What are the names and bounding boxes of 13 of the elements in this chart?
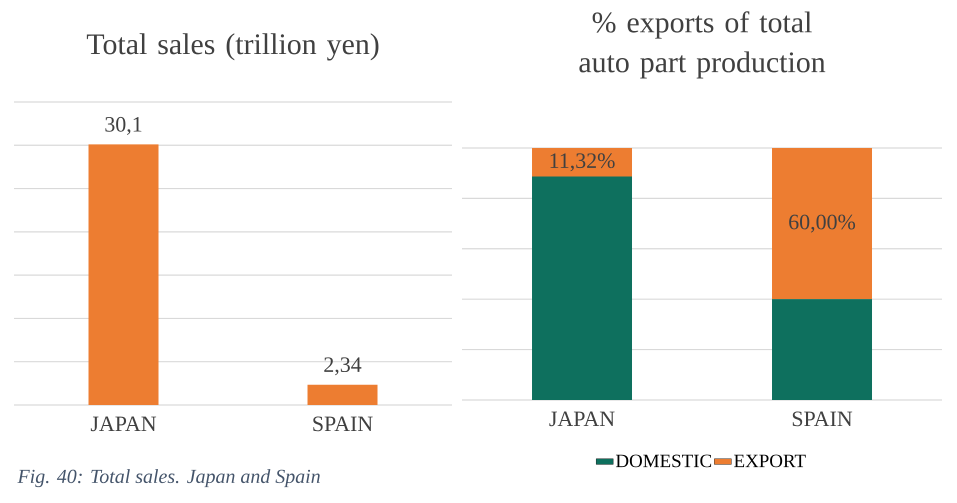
data-label: 2,34 bbox=[324, 357, 362, 376]
caption: Fig. 40: Total sales. Japan and Spain bbox=[17, 469, 320, 488]
x-tick-label: JAPAN bbox=[549, 412, 615, 426]
data-label: 60,00% bbox=[789, 214, 856, 233]
chart-title: % exports of total auto part production bbox=[579, 11, 826, 78]
legend-label: DOMESTIC bbox=[616, 454, 712, 468]
x-tick-label: JAPAN bbox=[90, 416, 156, 432]
chart-title: Total sales (trillion yen) bbox=[86, 33, 378, 60]
data-label: 11,32% bbox=[550, 153, 615, 172]
x-tick-label: SPAIN bbox=[792, 412, 852, 426]
x-tick-label: SPAIN bbox=[313, 416, 373, 432]
legend-label: EXPORT bbox=[734, 454, 806, 468]
data-label: 30,1 bbox=[105, 116, 142, 135]
